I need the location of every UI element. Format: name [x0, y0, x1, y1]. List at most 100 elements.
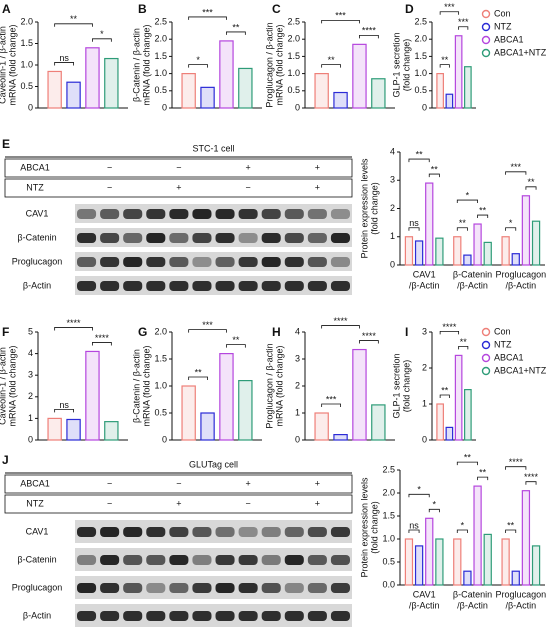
blot-band — [123, 233, 143, 243]
y-tick-label: 0 — [422, 434, 427, 444]
bar — [104, 57, 119, 109]
y-tick-label: 2 — [390, 203, 395, 213]
blot-band — [261, 611, 281, 621]
sig-label: ** — [479, 467, 487, 477]
blot-band — [215, 583, 235, 593]
blot-background — [75, 228, 352, 247]
sig-label: *** — [202, 320, 213, 330]
sig-bracket — [458, 26, 469, 30]
sig-bracket — [226, 344, 246, 348]
sig-label: **** — [362, 26, 377, 36]
sig-bracket — [525, 186, 537, 190]
blot-band — [169, 583, 189, 593]
sig-bracket — [54, 23, 93, 27]
blot-band — [192, 611, 212, 621]
condition-sign: − — [176, 478, 181, 488]
bar — [47, 417, 62, 441]
sig-label: ** — [441, 55, 449, 65]
blot-band — [169, 233, 189, 243]
y-axis-label: mRNA (fold change) — [141, 345, 151, 426]
y-tick-label: 2 — [295, 380, 300, 390]
blot-band — [192, 527, 212, 537]
sig-label: ** — [70, 14, 78, 24]
bar — [483, 533, 492, 586]
y-tick-label: 2.5 — [414, 16, 427, 26]
sig-label: **** — [524, 472, 539, 482]
blot-band — [146, 527, 166, 537]
y-tick-label: 0 — [28, 434, 33, 444]
blot-band — [238, 555, 258, 565]
bar — [511, 253, 520, 266]
panel-label: E — [2, 137, 10, 151]
panel-label: C — [272, 2, 281, 16]
blot-band — [100, 527, 120, 537]
blot-band — [307, 611, 327, 621]
x-tick-label: CAV1 — [413, 589, 436, 599]
y-axis-label: Caveolin-1 / β-actin — [0, 347, 7, 425]
blot-band — [169, 257, 189, 267]
condition-sign: + — [315, 182, 320, 192]
sig-bracket — [439, 64, 450, 68]
condition-sign: + — [176, 498, 181, 508]
sig-bracket — [458, 346, 469, 350]
bar — [464, 66, 472, 109]
blot-band — [100, 281, 120, 291]
blot-background — [75, 604, 352, 627]
sig-bracket — [408, 493, 430, 498]
blot-band — [261, 555, 281, 565]
blot-band — [284, 583, 304, 593]
bar — [104, 421, 119, 441]
legend-label: NTZ — [494, 21, 512, 31]
sig-bracket — [226, 31, 246, 35]
y-tick-label: 2.0 — [20, 16, 33, 26]
y-axis-label: Protein expression levels — [359, 158, 369, 259]
blot-band — [146, 611, 166, 621]
sig-bracket — [92, 342, 112, 346]
sig-bracket — [439, 394, 450, 398]
y-axis-label: GLP-1 secretion — [391, 353, 401, 418]
blot-band — [100, 209, 120, 219]
bar — [414, 545, 424, 586]
blot-band — [284, 527, 304, 537]
legend-marker — [481, 366, 491, 376]
y-tick-label: 1.5 — [154, 51, 167, 61]
y-tick-label: 0 — [162, 102, 167, 112]
y-tick-label: 1.5 — [20, 38, 33, 48]
bar — [66, 81, 81, 109]
y-tick-label: 4 — [390, 146, 395, 156]
bar — [521, 490, 531, 586]
y-axis-label: Protein expression levels — [359, 477, 369, 578]
sig-label: *** — [444, 2, 455, 12]
y-tick-label: 5 — [28, 326, 33, 336]
sig-label: ** — [195, 367, 203, 377]
blot-band — [215, 209, 235, 219]
blot-band — [330, 611, 350, 621]
sig-bracket — [505, 171, 527, 175]
blot-band — [215, 527, 235, 537]
legend-label: Con — [494, 8, 511, 18]
bar — [521, 195, 531, 266]
y-tick-label: 2.5 — [154, 16, 167, 26]
blot-band — [192, 583, 212, 593]
bar — [501, 236, 510, 266]
condition-sign: − — [107, 162, 112, 172]
y-tick-label: 2.0 — [154, 326, 167, 336]
condition-row — [4, 178, 353, 198]
blot-band — [261, 257, 281, 267]
blot-band — [215, 233, 235, 243]
y-tick-label: 2.0 — [287, 34, 300, 44]
blot-band — [261, 583, 281, 593]
panel-label: F — [2, 325, 9, 339]
legend-marker — [481, 35, 491, 45]
sig-label: * — [466, 190, 470, 200]
bar — [473, 485, 482, 586]
bar — [425, 182, 434, 266]
y-tick-label: 0.5 — [154, 407, 167, 417]
blot-band — [77, 257, 97, 267]
blot-band — [169, 527, 189, 537]
blot-band — [192, 209, 212, 219]
blot-band — [284, 611, 304, 621]
legend-label: ABCA1+NTZ — [494, 365, 547, 375]
blot-band — [238, 583, 258, 593]
bar — [463, 254, 472, 266]
